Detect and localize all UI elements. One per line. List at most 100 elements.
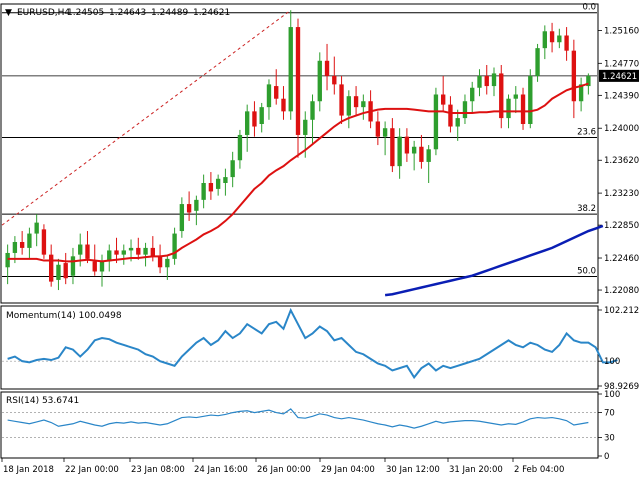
candle-body[interactable] [259, 107, 264, 124]
candle-body[interactable] [426, 149, 431, 162]
candle-body[interactable] [266, 84, 272, 108]
candle-body[interactable] [49, 254, 54, 282]
candle-body[interactable] [215, 178, 221, 189]
candle-body[interactable] [136, 247, 141, 255]
momentum-title: Momentum(14) 100.0498 [6, 311, 122, 321]
candle-body[interactable] [390, 128, 395, 167]
candle-body[interactable] [324, 60, 330, 76]
candle-body[interactable] [353, 96, 359, 108]
time-tick-label: 2 Feb 04:00 [514, 465, 564, 475]
candle-body[interactable] [165, 258, 170, 268]
time-tick-label: 24 Jan 16:00 [194, 465, 248, 475]
rsi-panel[interactable] [0, 391, 599, 459]
candle-body[interactable] [484, 75, 489, 87]
candle-body[interactable] [114, 250, 119, 255]
candle-body[interactable] [535, 48, 540, 76]
candle-body[interactable] [491, 73, 497, 87]
candle-body[interactable] [99, 261, 105, 272]
candle-body[interactable] [339, 84, 344, 116]
rsi-tick-label: 70 [604, 409, 615, 419]
candle-body[interactable] [157, 256, 163, 268]
price-tick-label: 1.22850 [604, 221, 639, 231]
candle-body[interactable] [303, 119, 308, 135]
candle-body[interactable] [382, 128, 388, 137]
price-axis: 1.25160 1.24770 1.24390 1.24000 1.23620 1.232… [598, 26, 639, 296]
candle-body[interactable] [528, 75, 533, 124]
candle-body[interactable] [571, 50, 577, 102]
candle-body[interactable] [34, 222, 39, 234]
candle-body[interactable] [564, 35, 569, 51]
candle-body[interactable] [237, 134, 243, 161]
fibonacci-levels: 0.0 23.6 38.2 50.0 [2, 3, 597, 278]
candle-body[interactable] [281, 98, 286, 112]
candle-body[interactable] [411, 146, 417, 154]
candle-body[interactable] [441, 94, 446, 105]
candle-body[interactable] [455, 118, 460, 127]
candle-body[interactable] [586, 75, 591, 87]
fib-level-label: 0.0 [582, 3, 596, 13]
candle-body[interactable] [27, 233, 32, 248]
candle-body[interactable] [172, 233, 177, 259]
candle-body[interactable] [549, 31, 555, 43]
candle-body[interactable] [63, 263, 68, 279]
candle-body[interactable] [499, 73, 504, 119]
candle-body[interactable] [506, 98, 511, 119]
candle-body[interactable] [332, 75, 337, 85]
candle-body[interactable] [578, 84, 584, 102]
candle-body[interactable] [542, 31, 547, 49]
candle-body[interactable] [462, 101, 468, 119]
candle-body[interactable] [361, 101, 366, 108]
candle-body[interactable] [295, 27, 301, 135]
candle-body[interactable] [107, 250, 112, 262]
candle-body[interactable] [419, 146, 424, 162]
candle-body[interactable] [477, 75, 482, 88]
candle-body[interactable] [346, 96, 351, 116]
rsi-tick-label: 0 [604, 452, 609, 462]
candle-body[interactable] [470, 87, 475, 102]
candle-body[interactable] [19, 242, 25, 248]
candle-body[interactable] [557, 35, 562, 43]
candle-body[interactable] [520, 94, 526, 125]
candle-body[interactable] [41, 229, 47, 255]
rsi-axis: 100 70 30 0 [598, 390, 620, 462]
candle-body[interactable] [223, 177, 228, 183]
candle-body[interactable] [448, 104, 453, 127]
time-tick-label: 23 Jan 08:00 [131, 465, 185, 475]
candle-body[interactable] [194, 199, 199, 211]
candle-body[interactable] [288, 27, 293, 112]
fib-level-label: 50.0 [577, 267, 596, 277]
candle-body[interactable] [128, 247, 134, 251]
candle-body[interactable] [12, 242, 18, 253]
candle-body[interactable] [245, 111, 250, 135]
candle-body[interactable] [143, 247, 148, 255]
current-price-marker [599, 69, 639, 82]
candle-body[interactable] [150, 247, 155, 257]
candle-body[interactable] [70, 256, 76, 276]
candle-body[interactable] [5, 252, 10, 268]
candle-body[interactable] [56, 264, 61, 280]
candle-body[interactable] [208, 183, 214, 192]
candle-body[interactable] [121, 250, 126, 255]
chart-menu-arrow-icon[interactable]: ▼ [5, 8, 12, 18]
candle-body[interactable] [92, 261, 97, 272]
time-tick-label: 18 Jan 2018 [3, 465, 54, 475]
candle-body[interactable] [397, 136, 402, 167]
ohlc-close: 1.24621 [193, 8, 230, 18]
ohlc-open: 1.24505 [67, 8, 104, 18]
candle-body[interactable] [85, 244, 90, 259]
candle-body[interactable] [252, 111, 257, 127]
candle-body[interactable] [186, 204, 192, 213]
candle-body[interactable] [404, 136, 410, 154]
candle-body[interactable] [433, 94, 439, 150]
candle-body[interactable] [201, 183, 206, 200]
candle-body[interactable] [230, 160, 235, 178]
candle-body[interactable] [375, 121, 381, 137]
candle-body[interactable] [78, 244, 83, 255]
current-price-label: 1.24621 [602, 72, 637, 82]
candle-body[interactable] [317, 60, 322, 102]
candle-body[interactable] [310, 101, 315, 120]
candle-body[interactable] [274, 86, 279, 99]
candle-body[interactable] [513, 94, 518, 99]
candle-body[interactable] [179, 204, 185, 232]
